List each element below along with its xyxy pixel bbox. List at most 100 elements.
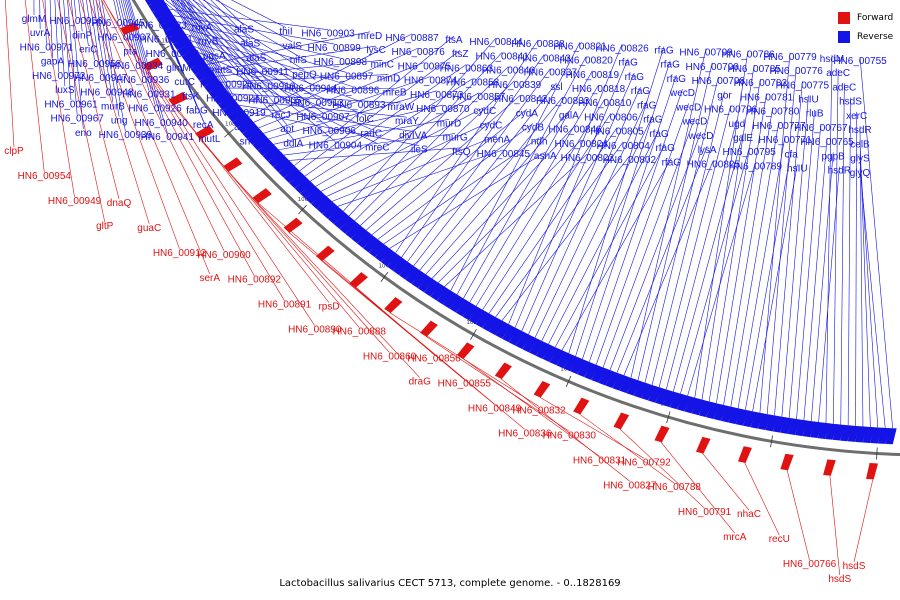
connector-line (450, 42, 581, 291)
connector-line (176, 0, 234, 95)
reverse-gene-label: ftsK (182, 91, 200, 102)
reverse-gene-label: adeC (826, 68, 850, 79)
connector-line (129, 0, 168, 134)
forward-gene-feature (573, 397, 590, 415)
reverse-gene-label: HN6_00936 (116, 75, 170, 86)
reverse-gene-label: wecD (681, 117, 707, 128)
connector-line (759, 52, 791, 413)
reverse-gene-label: rluB (806, 109, 824, 120)
reverse-gene-feature (339, 218, 358, 234)
connector-line (438, 139, 582, 283)
reverse-gene-feature (247, 130, 267, 145)
reverse-gene-label: recA (193, 120, 214, 131)
reverse-gene-label: eriC (79, 45, 97, 56)
reverse-gene-label: wecD (675, 102, 701, 113)
reverse-gene-label: HN6_00843 (517, 53, 571, 64)
connector-line (595, 103, 689, 365)
connector-line (101, 0, 126, 132)
reverse-gene-feature (598, 368, 614, 386)
reverse-gene-feature (528, 339, 546, 356)
reverse-gene-feature (757, 413, 772, 431)
reverse-gene-label: HN6_00844 (469, 37, 523, 48)
connector-line (172, 104, 360, 328)
reverse-gene-label: HN6_00937 (97, 32, 151, 43)
reverse-gene-feature (194, 67, 214, 81)
reverse-gene-label: glyS (850, 154, 870, 165)
connector-line (744, 462, 780, 536)
connector-line (126, 0, 156, 105)
reverse-gene-label: HN6_00839 (488, 80, 542, 91)
reverse-gene-feature (374, 246, 393, 262)
forward-gene-label: HN6_00954 (18, 171, 72, 182)
reverse-gene-label: HN6_00841 (475, 51, 529, 62)
connector-line (514, 58, 629, 328)
reverse-gene-label: adeC (832, 82, 856, 93)
connector-line (630, 48, 707, 378)
forward-gene-feature (613, 412, 630, 430)
forward-gene-label: mrcA (723, 532, 747, 543)
connector-line (859, 56, 893, 429)
reverse-gene-label: hsIU (798, 95, 819, 106)
reverse-gene-label: HN6_00810 (578, 98, 632, 109)
connector-line (258, 62, 425, 129)
reverse-gene-label: HN6_00887 (385, 33, 439, 44)
connector-line (456, 56, 587, 295)
reverse-gene-feature (148, 0, 168, 13)
connector-line (383, 137, 540, 245)
reverse-gene-feature (720, 405, 735, 423)
reverse-gene-feature (436, 288, 455, 305)
forward-gene-label: HN6_00766 (783, 559, 837, 570)
connector-line (202, 0, 299, 57)
reverse-gene-label: HN6_00785 (727, 64, 781, 75)
connector-line (263, 76, 431, 134)
forward-gene-feature (223, 157, 243, 172)
connector-line (211, 45, 377, 71)
connector-line (215, 0, 293, 43)
connector-line (859, 168, 886, 428)
forward-gene-label: HN6_00827 (603, 480, 657, 491)
reverse-gene-label: HN6_00896 (326, 86, 380, 97)
reverse-gene-feature (626, 378, 642, 396)
reverse-gene-label: murG (443, 133, 468, 144)
connector-line (687, 162, 756, 396)
reverse-gene-feature (847, 425, 860, 442)
connector-line (619, 428, 705, 509)
forward-gene-feature (120, 22, 140, 35)
reverse-gene-feature (750, 411, 764, 429)
connector-line (289, 147, 462, 161)
reverse-gene-label: HN6_00796 (704, 105, 758, 116)
reverse-gene-label: HN6_00825 (687, 159, 741, 170)
reverse-gene-label: HN6_00898 (314, 57, 368, 68)
reverse-gene-feature (417, 276, 436, 293)
reverse-gene-feature (612, 373, 628, 391)
connector-line (180, 0, 288, 126)
forward-gene-label: draG (409, 377, 431, 388)
connector-line (204, 0, 257, 55)
reverse-gene-feature (787, 418, 801, 435)
connector-line (176, 0, 318, 100)
reverse-gene-feature (669, 392, 685, 410)
forward-gene-feature (654, 425, 670, 443)
connector-line (401, 54, 545, 258)
reverse-gene-label: HN6_00838 (511, 39, 565, 50)
reverse-gene-label: HN6_00940 (134, 118, 188, 129)
reverse-gene-feature (273, 157, 292, 173)
reverse-gene-label: murB (101, 102, 125, 113)
connector-line (184, 0, 209, 38)
reverse-gene-feature (488, 318, 506, 336)
reverse-gene-label: alaS (240, 39, 260, 50)
connector-line (169, 8, 329, 30)
reverse-swatch (838, 30, 850, 43)
connector-line (847, 97, 851, 426)
reverse-gene-feature (648, 385, 663, 403)
forward-gene-label: HN6_00890 (288, 325, 342, 336)
reverse-gene-feature (181, 49, 201, 63)
connector-line (174, 0, 240, 109)
connector-line (268, 90, 437, 140)
connector-line (220, 74, 389, 83)
tick-mark (666, 411, 671, 424)
reverse-gene-label: cydB (522, 123, 545, 134)
reverse-gene-label: apt (280, 124, 294, 135)
connector-line (488, 127, 618, 314)
tick-mark (565, 375, 572, 388)
